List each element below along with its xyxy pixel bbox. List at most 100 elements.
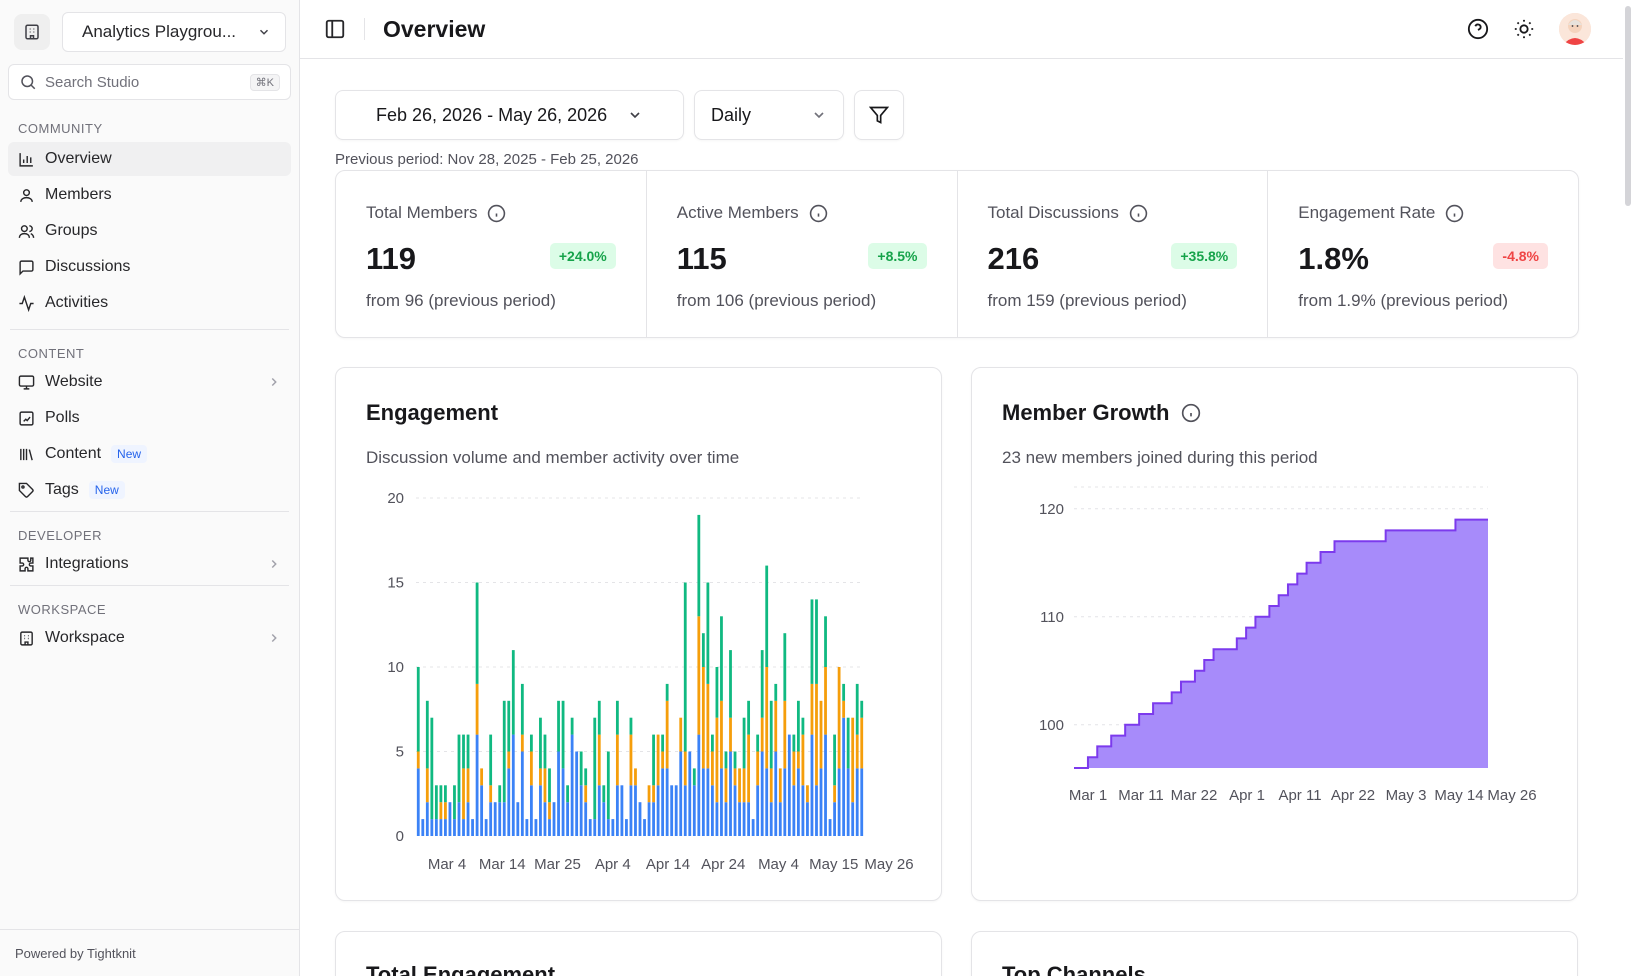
- growth-line: [1074, 518, 1488, 769]
- scrollbar-thumb[interactable]: [1625, 6, 1631, 206]
- x-tick-label: Mar 25: [534, 856, 581, 873]
- bar-segment: [665, 683, 669, 701]
- x-tick-label: Mar 14: [479, 856, 526, 873]
- x-tick-label: Mar 11: [1118, 787, 1164, 804]
- bar-segment: [756, 734, 760, 752]
- bar-segment: [851, 802, 855, 836]
- member-growth-title: Member Growth: [1002, 400, 1170, 425]
- x-tick-label: May 14: [1434, 787, 1483, 804]
- scrollbar[interactable]: [1623, 0, 1633, 976]
- stat-total-discussions: Total Discussions 216 +35.8% from 159 (p…: [958, 171, 1269, 337]
- bar-segment: [638, 802, 642, 836]
- sidebar-item-groups[interactable]: Groups: [8, 214, 291, 248]
- bar-segment: [620, 785, 624, 836]
- bar-segment: [796, 768, 800, 836]
- message-square-icon: [19, 259, 34, 276]
- poll-icon: [19, 410, 34, 426]
- stat-value: 119: [366, 241, 417, 276]
- user-icon: [20, 188, 33, 202]
- bar-segment: [602, 785, 606, 803]
- sidebar-item-integrations[interactable]: Integrations: [8, 547, 291, 581]
- sidebar-item-website[interactable]: Website: [8, 365, 291, 399]
- sidebar-item-members[interactable]: Members: [8, 178, 291, 212]
- stat-delta-badge: +24.0%: [549, 243, 616, 269]
- bar-segment: [715, 667, 719, 718]
- sidebar-item-discussions[interactable]: Discussions: [8, 250, 291, 284]
- bar-segment: [606, 751, 610, 820]
- bar-segment: [697, 734, 701, 836]
- sidebar-item-activities[interactable]: Activities: [8, 286, 291, 320]
- filter-button[interactable]: [854, 90, 904, 140]
- bar-segment: [842, 717, 846, 836]
- stat-previous: from 96 (previous period): [366, 291, 556, 310]
- bar-segment: [425, 802, 429, 836]
- stat-label: Total Discussions: [987, 203, 1119, 222]
- bar-segment: [711, 751, 714, 786]
- bar-segment: [566, 802, 569, 836]
- sidebar-item-label: Activities: [45, 294, 109, 311]
- bar-segment: [602, 802, 606, 836]
- bar-segment: [434, 785, 438, 820]
- stat-label: Engagement Rate: [1298, 203, 1436, 222]
- info-icon[interactable]: [1129, 204, 1148, 223]
- sun-icon[interactable]: [1513, 18, 1535, 40]
- search-input[interactable]: Search Studio ⌘K: [8, 64, 291, 100]
- bar-segment: [548, 819, 551, 836]
- bar-segment: [701, 768, 705, 836]
- bar-segment: [792, 785, 796, 836]
- workspace-select[interactable]: Analytics Playgrou...: [62, 12, 286, 52]
- bar-segment: [679, 717, 683, 752]
- bar-segment: [615, 785, 619, 836]
- bar-segment: [733, 768, 737, 786]
- bar-segment: [471, 819, 474, 836]
- info-icon[interactable]: [487, 204, 506, 223]
- sidebar-item-workspace[interactable]: Workspace: [8, 621, 291, 655]
- bar-segment: [453, 819, 456, 836]
- bar-segment: [679, 751, 683, 836]
- member-growth-chart: 100 110 120 Mar 1 Mar 11 Mar 22 Apr 1 Apr 11 Apr…: [1039, 486, 1537, 804]
- stat-label-row: Engagement Rate: [1298, 203, 1548, 223]
- bar-segment: [484, 819, 488, 836]
- sidebar-item-tags[interactable]: Tags New: [8, 473, 291, 507]
- bar-segment: [557, 751, 560, 836]
- bar-segment: [760, 751, 764, 836]
- bar-segment: [815, 785, 818, 836]
- avatar[interactable]: [1559, 13, 1591, 45]
- building-icon[interactable]: [14, 14, 50, 50]
- stat-previous: from 106 (previous period): [676, 291, 877, 310]
- chevron-right-icon: [271, 377, 277, 387]
- sidebar-item-overview[interactable]: Overview: [8, 142, 291, 176]
- info-icon[interactable]: [1445, 204, 1464, 223]
- bar-segment: [783, 633, 787, 701]
- bar-segment: [652, 734, 655, 786]
- help-icon[interactable]: [1467, 18, 1489, 40]
- sidebar-item-polls[interactable]: Polls: [8, 401, 291, 435]
- filters-bar: Feb 26, 2026 - May 26, 2026 Daily: [335, 90, 904, 140]
- bar-segment: [824, 616, 827, 667]
- bar-segment: [444, 802, 447, 820]
- bar-segment: [774, 751, 778, 836]
- bar-segment: [584, 768, 588, 786]
- chevron-right-icon: [271, 559, 277, 569]
- bar-segment: [801, 717, 805, 735]
- bar-segment: [701, 667, 705, 769]
- bar-segment: [462, 768, 465, 820]
- sidebar-item-content[interactable]: Content New: [8, 437, 291, 471]
- bar-segment: [747, 700, 751, 735]
- bar-segment: [706, 582, 710, 684]
- engagement-title: Engagement: [366, 400, 499, 425]
- y-tick-label: 100: [1039, 717, 1064, 734]
- info-icon[interactable]: [1181, 403, 1201, 423]
- bar-segment: [860, 768, 864, 836]
- powered-by[interactable]: Powered by Tightknit: [0, 929, 300, 976]
- section-label-workspace: WORKSPACE: [18, 602, 107, 617]
- granularity-select[interactable]: Daily: [694, 90, 844, 140]
- sidebar-toggle-icon[interactable]: [324, 18, 346, 40]
- bar-segment: [570, 717, 574, 735]
- bar-segment: [520, 683, 524, 735]
- bar-segment: [792, 751, 796, 786]
- bar-segment: [692, 785, 696, 836]
- bar-segment: [489, 802, 493, 836]
- date-range-picker[interactable]: Feb 26, 2026 - May 26, 2026: [335, 90, 684, 140]
- info-icon[interactable]: [809, 204, 828, 223]
